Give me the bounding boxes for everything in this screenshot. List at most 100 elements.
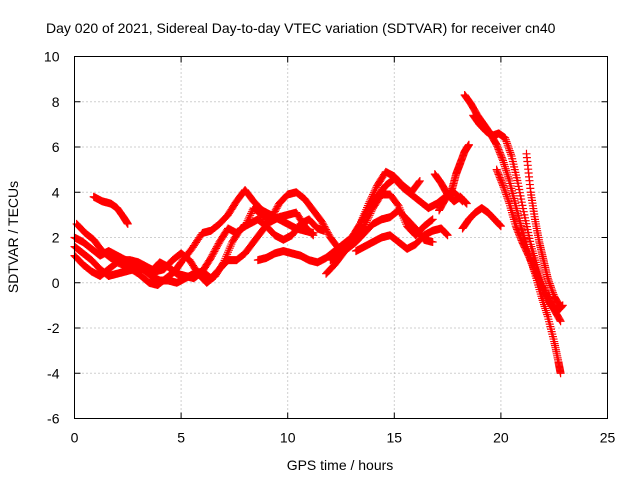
data-point bbox=[498, 154, 507, 163]
data-point bbox=[446, 187, 455, 196]
data-point bbox=[362, 218, 371, 227]
series-track-9 bbox=[351, 224, 452, 256]
series-track-11 bbox=[435, 140, 473, 215]
data-point bbox=[415, 176, 424, 185]
y-tick-label: -6 bbox=[47, 411, 60, 427]
data-point bbox=[504, 172, 513, 181]
data-point bbox=[244, 214, 253, 223]
data-point bbox=[243, 216, 252, 225]
data-point bbox=[499, 158, 508, 167]
data-point bbox=[547, 285, 556, 294]
plot-frame bbox=[74, 56, 608, 419]
data-point bbox=[225, 244, 234, 253]
data-point bbox=[501, 135, 510, 144]
data-point bbox=[397, 209, 406, 218]
data-point bbox=[415, 178, 424, 187]
data-point bbox=[442, 229, 451, 238]
data-point bbox=[503, 141, 512, 150]
data-point bbox=[428, 215, 437, 224]
data-point bbox=[502, 137, 511, 146]
data-point bbox=[226, 242, 235, 251]
data-point bbox=[428, 238, 437, 247]
axis-ticks: 0 5 10 15 20 25 -6 -4 -2 0 2 4 6 8 10 bbox=[44, 49, 616, 446]
data-point bbox=[368, 192, 377, 201]
x-tick-label: 20 bbox=[493, 430, 509, 446]
data-point bbox=[494, 220, 503, 229]
data-point bbox=[556, 369, 565, 378]
data-point bbox=[545, 279, 554, 288]
data-point bbox=[502, 166, 511, 175]
data-point bbox=[504, 174, 513, 183]
data-point bbox=[224, 246, 233, 255]
data-point bbox=[506, 150, 515, 159]
data-point bbox=[363, 214, 372, 223]
data-point bbox=[503, 139, 512, 148]
chart-title: Day 020 of 2021, Sidereal Day-to-day VTE… bbox=[46, 20, 556, 36]
data-point bbox=[500, 160, 509, 169]
x-tick-label: 10 bbox=[280, 430, 296, 446]
data-point bbox=[506, 148, 515, 157]
data-point bbox=[441, 229, 450, 238]
data-point bbox=[503, 170, 512, 179]
series-track-5 bbox=[89, 192, 132, 228]
x-tick-label: 15 bbox=[387, 430, 403, 446]
data-point bbox=[360, 222, 369, 231]
data-point bbox=[366, 209, 375, 218]
data-point bbox=[503, 194, 512, 203]
data-point bbox=[364, 199, 373, 208]
y-tick-label: 10 bbox=[44, 49, 60, 65]
data-point bbox=[394, 201, 403, 210]
data-point bbox=[426, 216, 435, 225]
series-track-12 bbox=[458, 204, 505, 233]
y-axis-title: SDTVAR / TECUs bbox=[5, 181, 21, 293]
x-tick-label: 5 bbox=[177, 430, 185, 446]
data-point bbox=[223, 250, 232, 259]
data-point bbox=[242, 218, 251, 227]
data-point bbox=[245, 213, 254, 222]
data-point bbox=[504, 195, 513, 204]
data-point bbox=[501, 164, 510, 173]
data-point bbox=[498, 179, 507, 188]
data-point bbox=[367, 207, 376, 216]
data-point bbox=[371, 185, 380, 194]
series-track-15 bbox=[492, 165, 565, 326]
data-point bbox=[547, 283, 556, 292]
data-point bbox=[398, 212, 407, 221]
data-point bbox=[241, 220, 250, 229]
data-points bbox=[70, 90, 567, 378]
y-tick-label: -4 bbox=[47, 365, 60, 381]
data-point bbox=[500, 162, 509, 171]
data-point bbox=[542, 308, 551, 317]
data-point bbox=[505, 146, 514, 155]
data-point bbox=[364, 213, 373, 222]
data-point bbox=[464, 140, 473, 149]
data-point bbox=[502, 192, 511, 201]
data-point bbox=[365, 197, 374, 206]
data-point bbox=[369, 188, 378, 197]
data-point bbox=[400, 216, 409, 225]
data-point bbox=[540, 302, 549, 311]
data-point bbox=[504, 197, 513, 206]
data-point bbox=[246, 211, 255, 220]
data-point bbox=[395, 203, 404, 212]
data-point bbox=[462, 199, 471, 208]
y-tick-label: 4 bbox=[52, 184, 60, 200]
data-point bbox=[555, 302, 564, 311]
data-point bbox=[368, 190, 377, 199]
data-point bbox=[500, 185, 509, 194]
data-point bbox=[502, 168, 511, 177]
data-point bbox=[544, 276, 553, 285]
series-track-7 bbox=[322, 167, 424, 278]
x-axis-title: GPS time / hours bbox=[287, 457, 394, 473]
data-point bbox=[501, 133, 510, 142]
series-track-13 bbox=[460, 90, 565, 378]
data-point bbox=[366, 195, 375, 204]
data-point bbox=[460, 197, 469, 206]
data-point bbox=[397, 207, 406, 216]
y-tick-label: 6 bbox=[52, 139, 60, 155]
data-point bbox=[309, 231, 318, 240]
data-point bbox=[224, 248, 233, 257]
data-point bbox=[357, 217, 366, 226]
data-point bbox=[541, 304, 550, 313]
